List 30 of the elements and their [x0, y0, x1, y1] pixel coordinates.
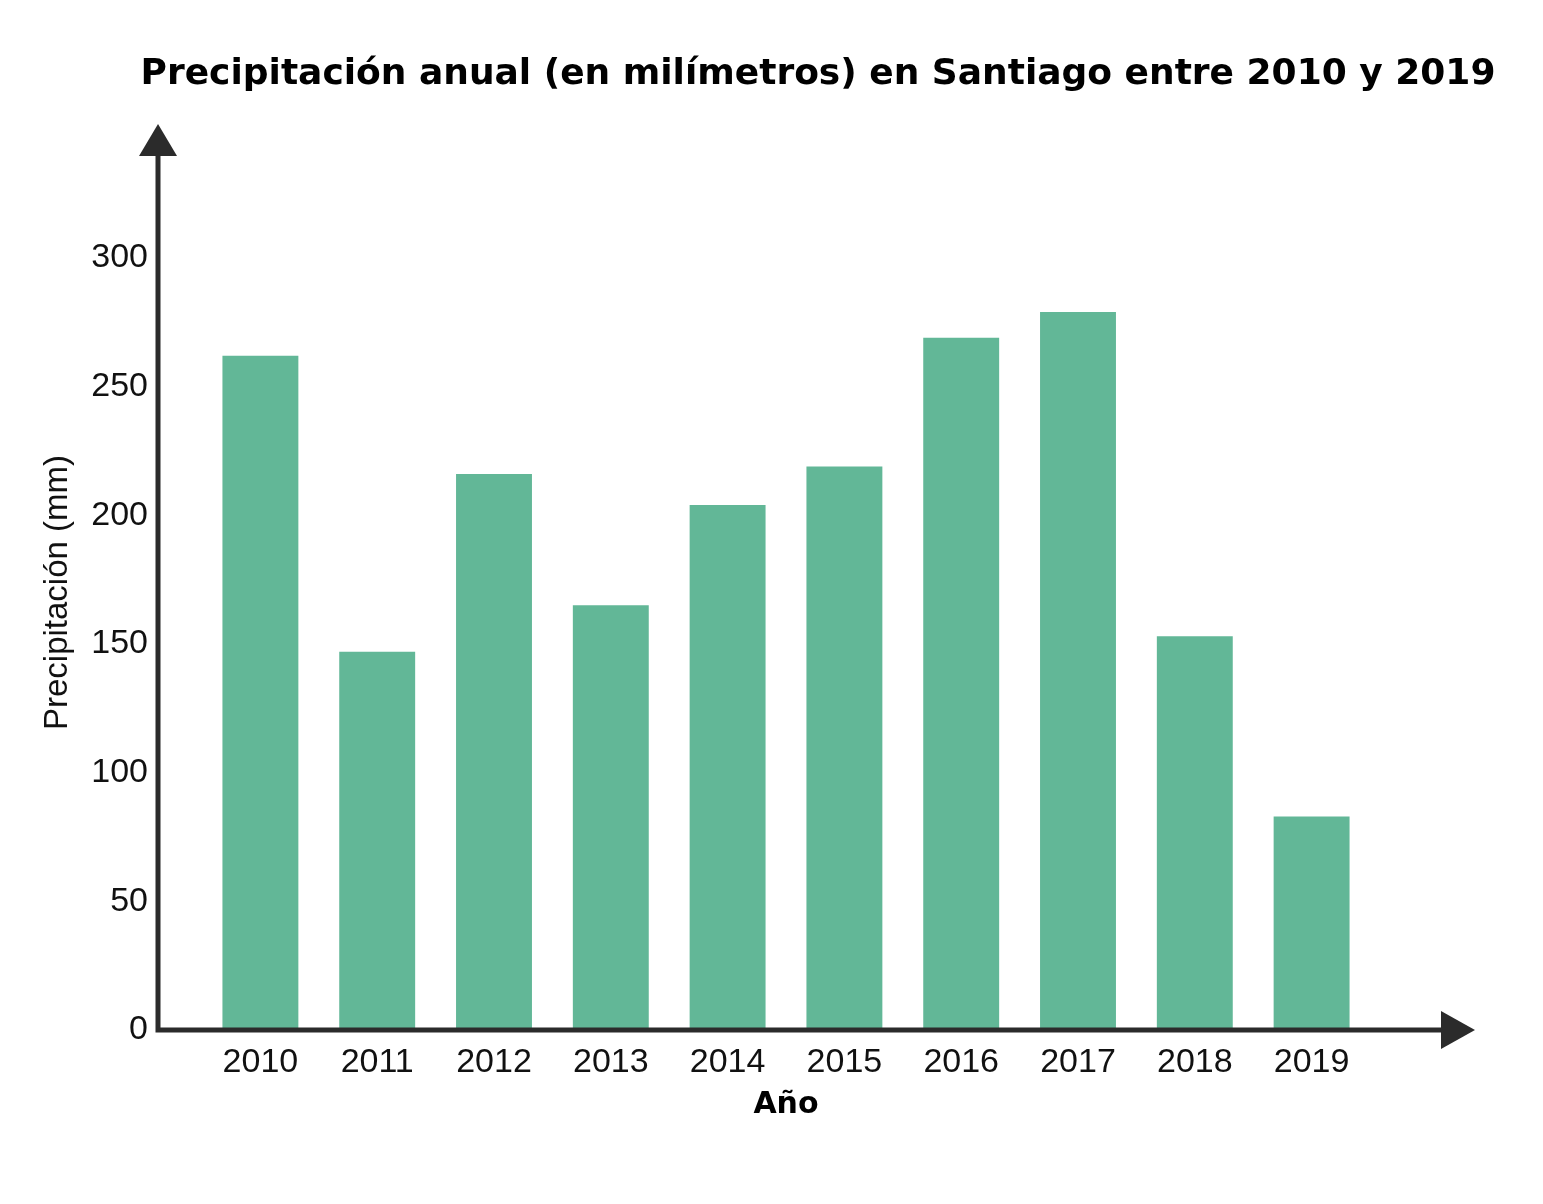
bar [1273, 816, 1350, 1030]
bar [1040, 311, 1116, 1030]
x-tick-label: 2010 [222, 1040, 299, 1079]
bar [1156, 636, 1233, 1030]
y-tick-label: 200 [91, 493, 148, 532]
x-tick-label: 2019 [1273, 1040, 1350, 1079]
bar [572, 605, 649, 1030]
x-tick-label: 2013 [572, 1040, 649, 1079]
y-tick-label: 50 [110, 879, 148, 918]
x-tick-label: 2017 [1040, 1040, 1116, 1079]
bar [456, 474, 532, 1030]
bar [806, 466, 883, 1030]
x-tick-label: 2014 [689, 1040, 766, 1079]
y-axis-title: Precipitación (mm) [36, 454, 74, 731]
y-tick-label: 150 [91, 622, 148, 661]
y-tick-label: 0 [129, 1008, 148, 1047]
x-tick-label: 2016 [923, 1040, 1000, 1079]
bar [222, 355, 299, 1030]
x-tick-label: 2012 [456, 1040, 532, 1079]
x-tick-label: 2011 [340, 1040, 414, 1079]
y-tick-label: 100 [91, 751, 148, 790]
x-axis-title: Año [753, 1084, 819, 1120]
bar [339, 651, 416, 1030]
bar [689, 505, 766, 1030]
y-tick-label: 300 [91, 236, 148, 275]
chart-title: Precipitación anual (en milímetros) en Santiago entre 2010 y 2019 [140, 50, 1496, 93]
y-tick-label: 250 [91, 364, 148, 403]
x-tick-label: 2018 [1156, 1040, 1233, 1079]
x-tick-label: 2015 [806, 1040, 883, 1079]
bar [923, 337, 1000, 1030]
